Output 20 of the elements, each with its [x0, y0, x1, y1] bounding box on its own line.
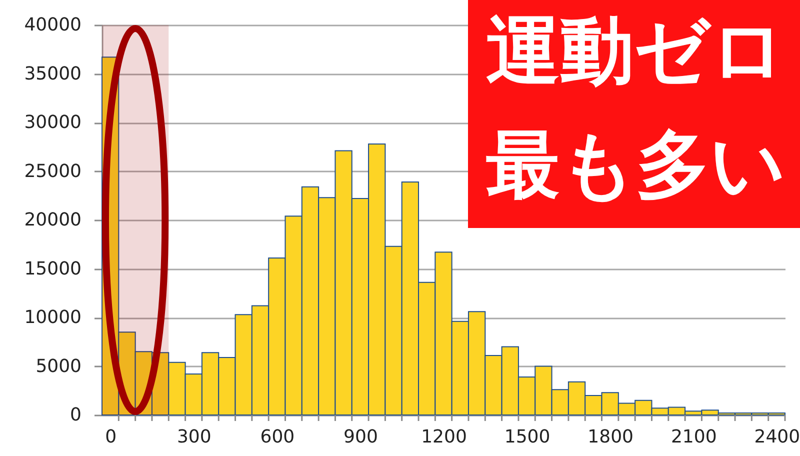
- annotation: 運動ゼロ: [486, 8, 786, 94]
- y-tick-label: 5000: [36, 356, 82, 377]
- y-tick-label: 10000: [24, 307, 82, 328]
- y-tick-label: 20000: [24, 210, 82, 230]
- y-tick-label: 25000: [24, 160, 82, 182]
- x-tick-label: 1500: [504, 426, 550, 448]
- annotation: 最も多い: [486, 122, 786, 208]
- x-tick-label: 600: [260, 426, 295, 448]
- x-tick-label: 900: [344, 426, 378, 448]
- x-tick-label: 1800: [588, 426, 634, 448]
- x-tick-label: 1200: [421, 426, 467, 448]
- y-tick-label: 15000: [24, 258, 82, 280]
- y-tick-label: 30000: [24, 112, 82, 133]
- x-tick-label: 2400: [754, 426, 800, 448]
- y-tick-label: 40000: [24, 14, 82, 36]
- x-tick-label: 0: [105, 426, 117, 448]
- y-tick-label: 35000: [24, 63, 82, 84]
- x-tick-label: 2100: [670, 426, 717, 448]
- y-tick-label: 0: [70, 404, 82, 426]
- x-tick-label: 300: [176, 426, 212, 448]
